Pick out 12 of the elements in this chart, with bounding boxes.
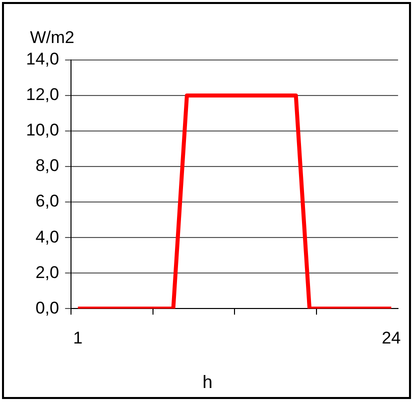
y-tick-label: 14,0 [26,50,60,69]
y-axis-title: W/m2 [30,28,74,48]
y-tick-label: 6,0 [35,192,60,211]
y-tick-label: 12,0 [26,85,60,104]
x-axis-title: h [201,372,214,393]
y-tick-label: 0,0 [35,298,60,318]
y-tick-label: 4,0 [35,227,60,246]
y-tick-label: 2,0 [35,262,60,282]
y-tick-label: 8,0 [35,156,60,176]
x-tick-label: 1 [73,328,83,348]
y-tick-label: 10,0 [26,120,60,140]
x-tick-label: 24 [382,328,401,348]
